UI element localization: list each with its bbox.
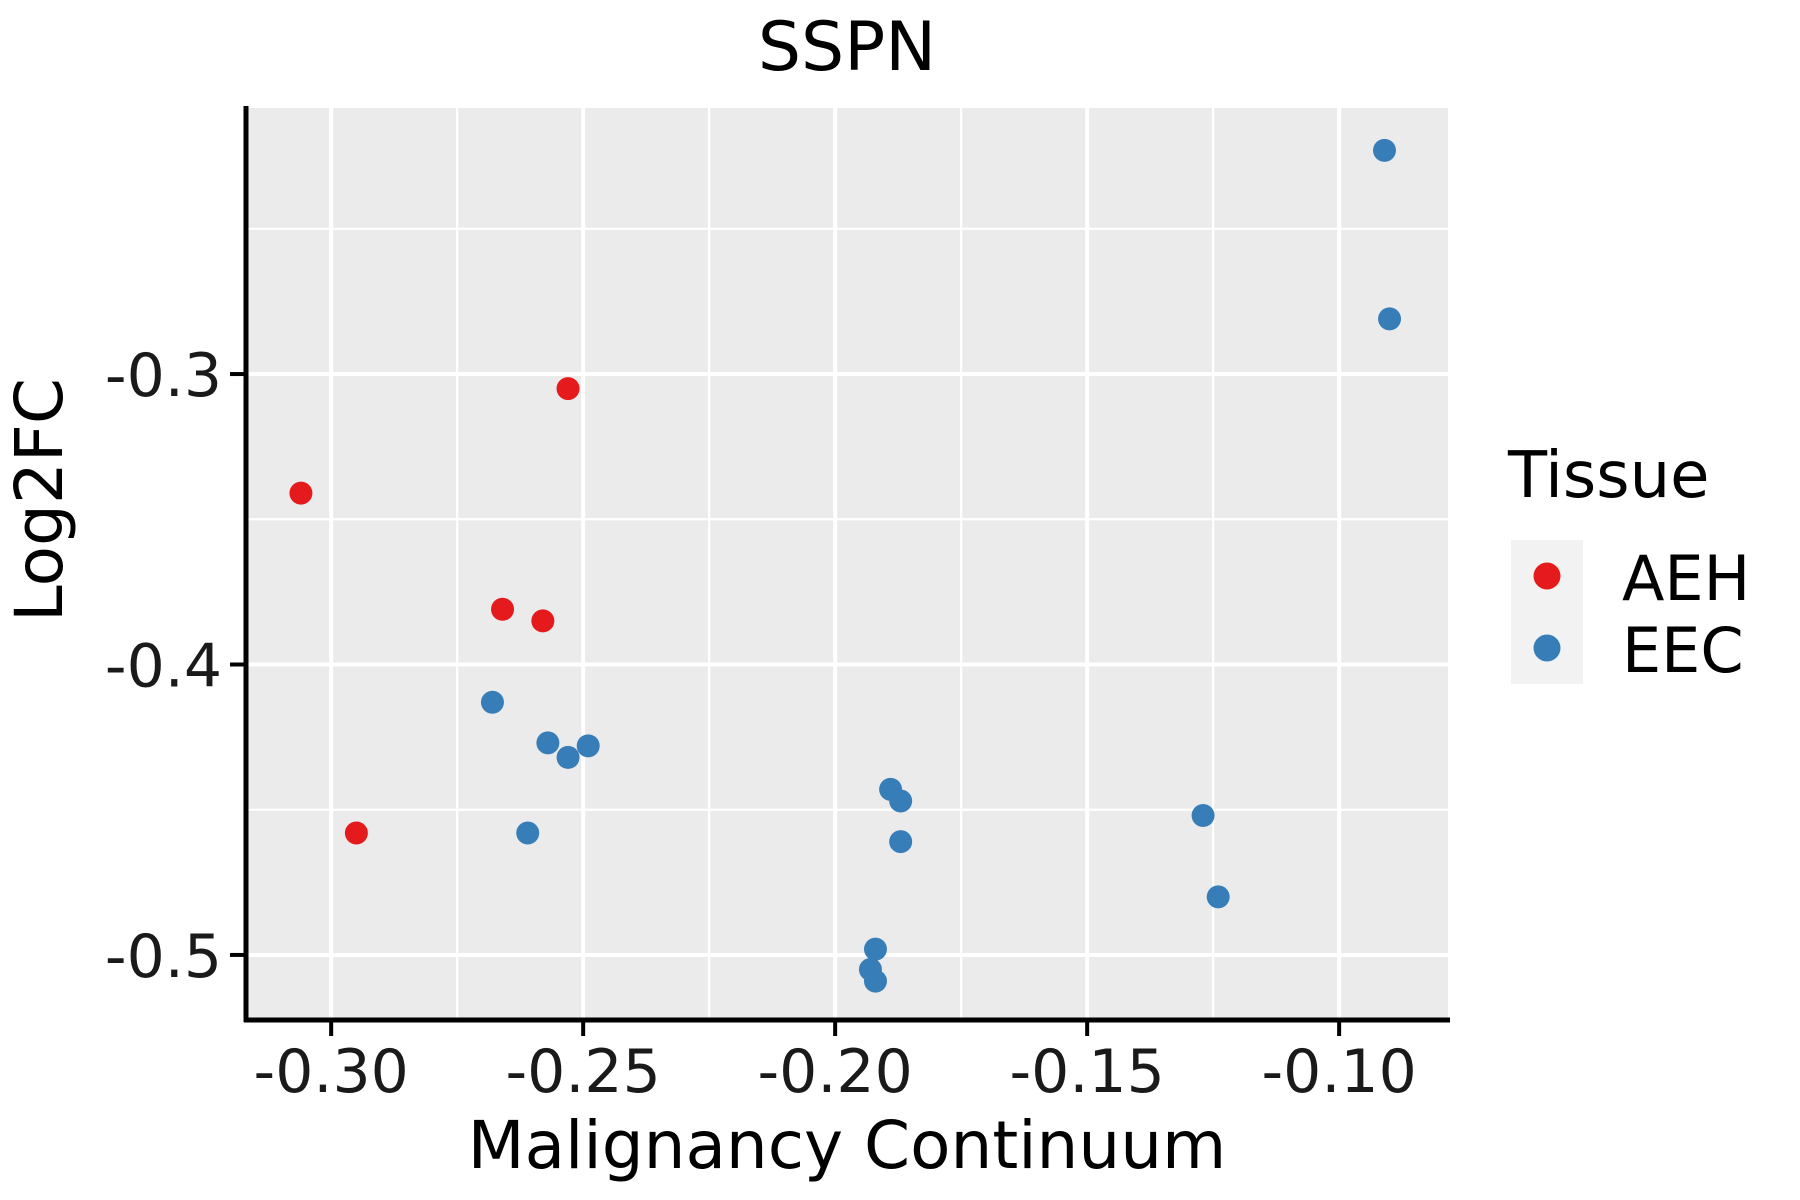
minor-gridlines bbox=[246, 108, 1448, 1020]
axis-tick-marks bbox=[230, 372, 1342, 1036]
legend-label-eec: EEC bbox=[1622, 614, 1744, 687]
data-point-aeh bbox=[344, 821, 368, 845]
x-tick-label: -0.15 bbox=[1010, 1037, 1165, 1107]
legend: Tissue AEH EEC bbox=[1507, 439, 1750, 687]
data-point-eec bbox=[1378, 307, 1402, 331]
plot-title: SSPN bbox=[758, 8, 936, 87]
data-point-eec bbox=[1191, 804, 1215, 828]
x-tick-label: -0.10 bbox=[1262, 1037, 1417, 1107]
data-point-eec bbox=[556, 745, 580, 769]
data-point-eec bbox=[536, 731, 560, 755]
data-point-eec bbox=[889, 830, 913, 854]
data-point-eec bbox=[480, 690, 504, 714]
legend-eec-dot-icon bbox=[1533, 634, 1561, 662]
data-point-eec bbox=[889, 789, 913, 813]
data-point-aeh bbox=[556, 377, 580, 401]
axis-tick-labels: -0.30 -0.25 -0.20 -0.15 -0.10 -0.3 -0.4 -0.5 bbox=[105, 341, 1417, 1107]
y-tick-label: -0.5 bbox=[105, 922, 222, 992]
y-tick-label: -0.3 bbox=[105, 341, 222, 411]
major-gridlines bbox=[246, 108, 1448, 1020]
x-tick-label: -0.25 bbox=[506, 1037, 661, 1107]
x-tick-label: -0.20 bbox=[758, 1037, 913, 1107]
x-axis-title: Malignancy Continuum bbox=[468, 1107, 1227, 1184]
data-point-eec bbox=[516, 821, 540, 845]
y-axis-title: Log2FC bbox=[1, 378, 78, 622]
data-point-eec bbox=[863, 969, 887, 993]
legend-title: Tissue bbox=[1507, 439, 1710, 513]
plot-panel bbox=[246, 108, 1448, 1020]
data-point-aeh bbox=[491, 597, 515, 621]
data-point-eec bbox=[1372, 138, 1396, 162]
data-point-eec bbox=[863, 937, 887, 961]
data-point-eec bbox=[1206, 885, 1230, 909]
legend-aeh-dot-icon bbox=[1533, 562, 1561, 590]
data-point-eec bbox=[576, 734, 600, 758]
x-tick-label: -0.30 bbox=[254, 1037, 409, 1107]
data-point-aeh bbox=[531, 609, 555, 633]
data-points bbox=[289, 138, 1402, 993]
y-tick-label: -0.4 bbox=[105, 631, 222, 701]
data-point-aeh bbox=[289, 481, 313, 505]
legend-label-aeh: AEH bbox=[1622, 542, 1750, 615]
